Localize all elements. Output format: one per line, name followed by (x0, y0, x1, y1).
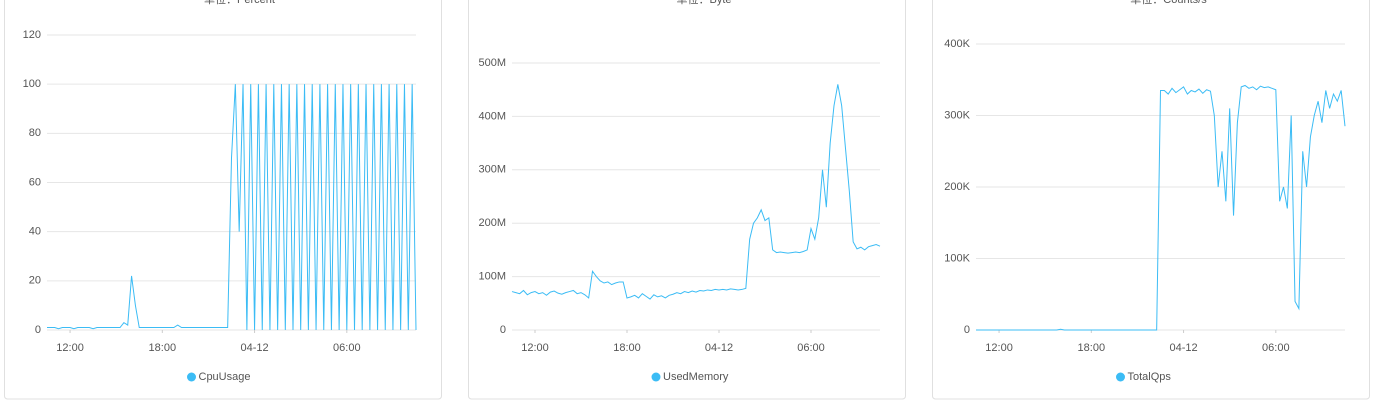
line (47, 84, 417, 331)
y-tick-label: 300K (944, 109, 970, 121)
x-tick-label: 12:00 (56, 342, 84, 354)
subtitle: 单位：Counts/s (1130, 0, 1207, 6)
y-tick-label: 200M (478, 217, 506, 229)
subtitle: 单位：Percent (204, 0, 275, 6)
y-tick-label: 40 (29, 226, 41, 238)
y-tick-label: 0 (35, 324, 41, 336)
x-tick-label: 06:00 (1262, 342, 1290, 354)
legend-marker (187, 372, 196, 382)
y-tick-label: 200K (944, 181, 970, 193)
card (468, 0, 906, 400)
x-tick-label: 06:00 (797, 342, 825, 354)
y-tick-label: 500M (478, 57, 506, 69)
x-tick-label: 12:00 (521, 342, 549, 354)
y-tick-label: 80 (29, 127, 41, 139)
x-tick-label: 06:00 (333, 342, 361, 354)
y-tick-label: 400K (944, 38, 970, 50)
x-tick-label: 12:00 (985, 342, 1013, 354)
x-tick-label: 04-12 (705, 342, 733, 354)
legend-marker (1116, 372, 1125, 382)
x-tick-label: 04-12 (1169, 342, 1197, 354)
y-tick-label: 300M (478, 164, 506, 176)
line (976, 84, 1346, 331)
line (511, 84, 881, 300)
y-tick-label: 20 (29, 275, 41, 287)
y-tick-label: 400M (478, 110, 506, 122)
y-tick-label: 100K (944, 252, 970, 264)
legend-label: UsedMemory (663, 371, 729, 383)
y-tick-label: 120 (23, 29, 41, 41)
x-tick-label: 18:00 (1078, 342, 1106, 354)
y-tick-label: 0 (964, 324, 970, 336)
x-tick-label: 04-12 (240, 342, 268, 354)
subtitle: 单位：Byte (676, 0, 731, 6)
y-tick-label: 100 (23, 78, 41, 90)
y-tick-label: 0 (500, 324, 506, 336)
x-tick-label: 18:00 (149, 342, 177, 354)
card (932, 0, 1370, 400)
legend-label: CpuUsage (199, 371, 251, 383)
legend-marker (651, 372, 661, 382)
x-tick-label: 18:00 (613, 342, 641, 354)
y-tick-label: 100M (478, 271, 506, 283)
y-tick-label: 60 (29, 176, 41, 188)
legend-label: TotalQps (1128, 371, 1172, 383)
